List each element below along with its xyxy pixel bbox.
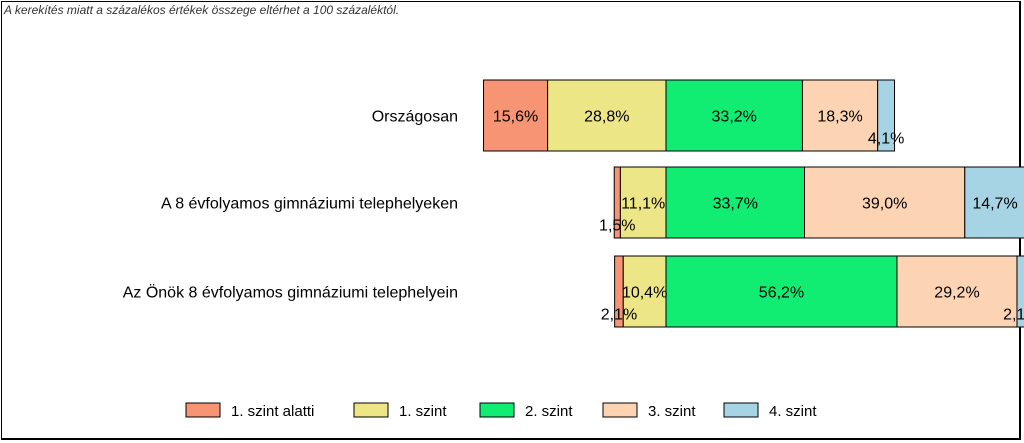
legend-swatch — [185, 402, 221, 418]
legend-swatch — [723, 402, 759, 418]
bar-segment — [877, 79, 896, 152]
data-label: 33,2% — [712, 109, 757, 126]
bar-segment — [896, 255, 1018, 328]
data-label: 18,3% — [817, 109, 862, 126]
data-label: 56,2% — [759, 285, 804, 302]
data-label: 39,0% — [862, 196, 907, 213]
category-label: Az Önök 8 évfolyamos gimnáziumi telephel… — [123, 284, 458, 302]
bar-segment — [619, 166, 667, 239]
legend-label: 1. szint alatti — [231, 403, 314, 420]
bar-segment — [964, 166, 1024, 239]
data-label: 14,7% — [972, 196, 1017, 213]
bar-segment — [483, 79, 549, 152]
legend-swatch — [353, 402, 389, 418]
bar-segment — [804, 166, 966, 239]
data-label: 29,2% — [934, 285, 979, 302]
bar-segment — [547, 79, 667, 152]
legend-label: 3. szint — [648, 403, 696, 420]
data-label: 33,7% — [713, 196, 758, 213]
rounding-note: A kerekítés miatt a százalékos értékek ö… — [4, 3, 400, 17]
bar-segment — [1016, 255, 1024, 328]
data-label: 4,1% — [868, 131, 904, 148]
legend-label: 1. szint — [399, 403, 447, 420]
legend-swatch — [479, 402, 515, 418]
category-label: Országosan — [372, 109, 458, 126]
category-label: A 8 évfolyamos gimnáziumi telephelyeken — [161, 196, 458, 213]
data-label: 11,1% — [621, 196, 665, 213]
data-label: 2,1% — [601, 307, 637, 324]
legend-swatch — [602, 402, 638, 418]
data-label: 2,1% — [1003, 307, 1024, 324]
bar-segment — [665, 166, 806, 239]
data-label: 10,4% — [622, 285, 667, 302]
bar-segment — [665, 255, 898, 328]
bar-segment — [622, 255, 667, 328]
legend-label: 2. szint — [525, 403, 573, 420]
data-label: 1,5% — [599, 218, 635, 235]
legend-label: 4. szint — [769, 403, 817, 420]
data-label: 15,6% — [493, 109, 538, 126]
data-label: 28,8% — [584, 109, 629, 126]
bar-segment — [665, 79, 803, 152]
bar-segment — [801, 79, 879, 152]
